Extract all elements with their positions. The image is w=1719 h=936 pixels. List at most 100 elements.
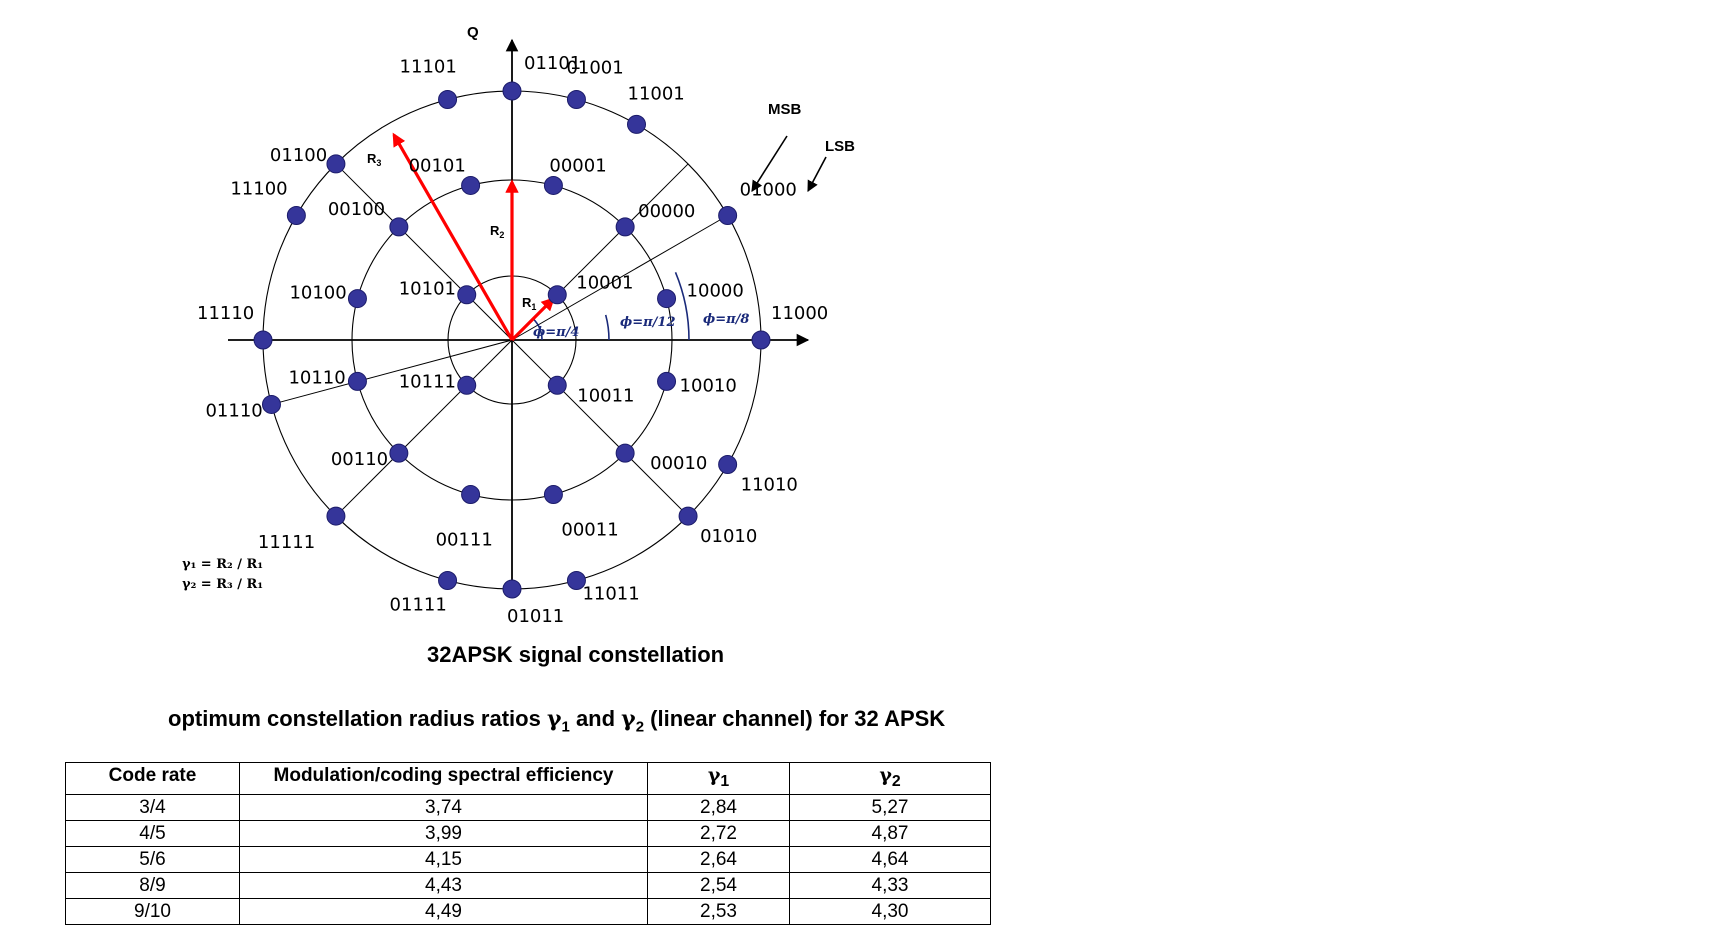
constellation-diagram: Q ϕ=π/4 ϕ=π/12 ϕ=π/8 R1 R2 R3 MSB LSB γ₁… bbox=[182, 24, 855, 627]
cell-efficiency: 3,99 bbox=[239, 820, 648, 847]
point-label: 01000 bbox=[740, 180, 797, 201]
constellation-point-inner bbox=[547, 285, 567, 305]
constellation-point-outer bbox=[326, 506, 346, 526]
constellation-point-outer bbox=[286, 206, 306, 225]
cell-code-rate: 5/6 bbox=[65, 846, 240, 873]
cell-efficiency: 4,49 bbox=[239, 898, 648, 925]
cell-gamma1: 2,53 bbox=[647, 898, 790, 925]
cell-gamma1: 2,64 bbox=[647, 846, 790, 873]
cell-gamma2: 4,64 bbox=[789, 846, 991, 873]
gamma1-formula: γ₁ = R₂ / R₁ bbox=[182, 557, 263, 572]
constellation-point-outer bbox=[438, 571, 458, 591]
constellation-point-middle bbox=[347, 289, 367, 309]
constellation-point-inner bbox=[457, 285, 477, 305]
constellation-point-outer bbox=[566, 571, 586, 591]
constellation-point-middle bbox=[543, 175, 563, 195]
phase-arc-middle bbox=[604, 314, 610, 341]
constellation-point-outer bbox=[718, 206, 738, 225]
constellation-point-outer bbox=[438, 89, 458, 109]
point-label: 10010 bbox=[680, 375, 737, 396]
constellation-point-middle bbox=[543, 485, 563, 505]
cell-gamma2: 5,27 bbox=[789, 794, 991, 821]
constellation-point-middle bbox=[657, 289, 677, 309]
cell-code-rate: 4/5 bbox=[65, 820, 240, 847]
phase-label-outer: ϕ=π/8 bbox=[703, 312, 749, 327]
point-label: 01100 bbox=[270, 145, 327, 166]
lsb-arrow bbox=[807, 156, 827, 192]
gamma2-formula: γ₂ = R₃ / R₁ bbox=[182, 577, 263, 592]
figure-caption: 32APSK signal constellation bbox=[427, 642, 725, 667]
table-header-row: Code rate Modulation/coding spectral eff… bbox=[65, 762, 991, 795]
constellation-point-outer bbox=[253, 330, 273, 350]
constellation-point-middle bbox=[389, 217, 409, 237]
constellation-point-middle bbox=[461, 175, 481, 195]
constellation-point-outer bbox=[718, 455, 738, 474]
constellation-point-middle bbox=[615, 217, 635, 237]
point-label: 01010 bbox=[700, 526, 757, 547]
point-label: 11011 bbox=[582, 584, 639, 605]
cell-code-rate: 3/4 bbox=[65, 794, 240, 821]
table-row: 3/4 3,74 2,84 5,27 bbox=[65, 794, 991, 821]
constellation-point-middle bbox=[389, 443, 409, 463]
constellation-point-outer bbox=[502, 579, 522, 599]
cell-gamma1: 2,54 bbox=[647, 872, 790, 899]
point-label: 01101 bbox=[524, 53, 581, 74]
table-row: 9/10 4,49 2,53 4,30 bbox=[65, 898, 991, 925]
constellation-point-outer bbox=[326, 154, 346, 174]
cell-efficiency: 4,15 bbox=[239, 846, 648, 873]
header-efficiency: Modulation/coding spectral efficiency bbox=[239, 762, 648, 795]
point-label: 00101 bbox=[409, 155, 466, 176]
constellation-point-outer bbox=[678, 506, 698, 526]
point-label: 01011 bbox=[507, 606, 564, 627]
point-label: 11001 bbox=[628, 83, 685, 104]
point-label: 11010 bbox=[741, 475, 798, 496]
table-row: 8/9 4,43 2,54 4,33 bbox=[65, 872, 991, 899]
point-label: 00011 bbox=[561, 520, 618, 541]
table-row: 4/5 3,99 2,72 4,87 bbox=[65, 820, 991, 847]
point-label: 10101 bbox=[399, 279, 456, 300]
constellation-point-outer bbox=[261, 394, 281, 414]
point-label: 10110 bbox=[288, 367, 345, 388]
point-label: 10011 bbox=[577, 385, 634, 406]
cell-gamma1: 2,72 bbox=[647, 820, 790, 847]
phase-arc-outer bbox=[674, 271, 690, 341]
point-label: 10100 bbox=[289, 283, 346, 304]
constellation-point-inner bbox=[547, 375, 567, 395]
table-caption: optimum constellation radius ratios γ1 a… bbox=[168, 706, 946, 736]
cell-gamma2: 4,33 bbox=[789, 872, 991, 899]
point-label: 00000 bbox=[638, 201, 695, 222]
header-gamma1: γ1 bbox=[647, 762, 790, 795]
radius-r2-label: R2 bbox=[490, 223, 504, 240]
point-label: 00001 bbox=[549, 155, 606, 176]
constellation-point-outer bbox=[751, 330, 771, 350]
point-label: 11100 bbox=[230, 179, 287, 200]
cell-gamma2: 4,30 bbox=[789, 898, 991, 925]
constellation-point-middle bbox=[461, 485, 481, 505]
cell-efficiency: 4,43 bbox=[239, 872, 648, 899]
constellation-point-inner bbox=[457, 375, 477, 395]
constellation-point-outer bbox=[627, 114, 646, 134]
radius-r3-label: R3 bbox=[367, 151, 381, 168]
q-axis-label: Q bbox=[467, 24, 479, 41]
point-label: 11101 bbox=[400, 56, 457, 77]
constellation-point-middle bbox=[615, 443, 635, 463]
header-gamma2: γ2 bbox=[789, 762, 991, 795]
radius-r1-arrow bbox=[510, 297, 555, 342]
phase-label-middle: ϕ=π/12 bbox=[620, 315, 676, 330]
cell-code-rate: 8/9 bbox=[65, 872, 240, 899]
point-label: 01111 bbox=[390, 595, 447, 616]
point-label: 01001 bbox=[566, 57, 623, 78]
point-label: 10001 bbox=[576, 273, 633, 294]
point-label: 11110 bbox=[197, 303, 254, 324]
point-label: 00100 bbox=[328, 199, 385, 220]
point-label: 00110 bbox=[331, 449, 388, 470]
point-label: 00010 bbox=[650, 453, 707, 474]
cell-gamma2: 4,87 bbox=[789, 820, 991, 847]
radial-line bbox=[511, 215, 728, 341]
radius-r3-arrow bbox=[392, 132, 514, 341]
msb-arrow bbox=[751, 135, 788, 192]
point-label: 00111 bbox=[436, 530, 493, 551]
point-label: 11111 bbox=[258, 532, 315, 553]
cell-code-rate: 9/10 bbox=[65, 898, 240, 925]
header-code-rate: Code rate bbox=[65, 762, 240, 795]
